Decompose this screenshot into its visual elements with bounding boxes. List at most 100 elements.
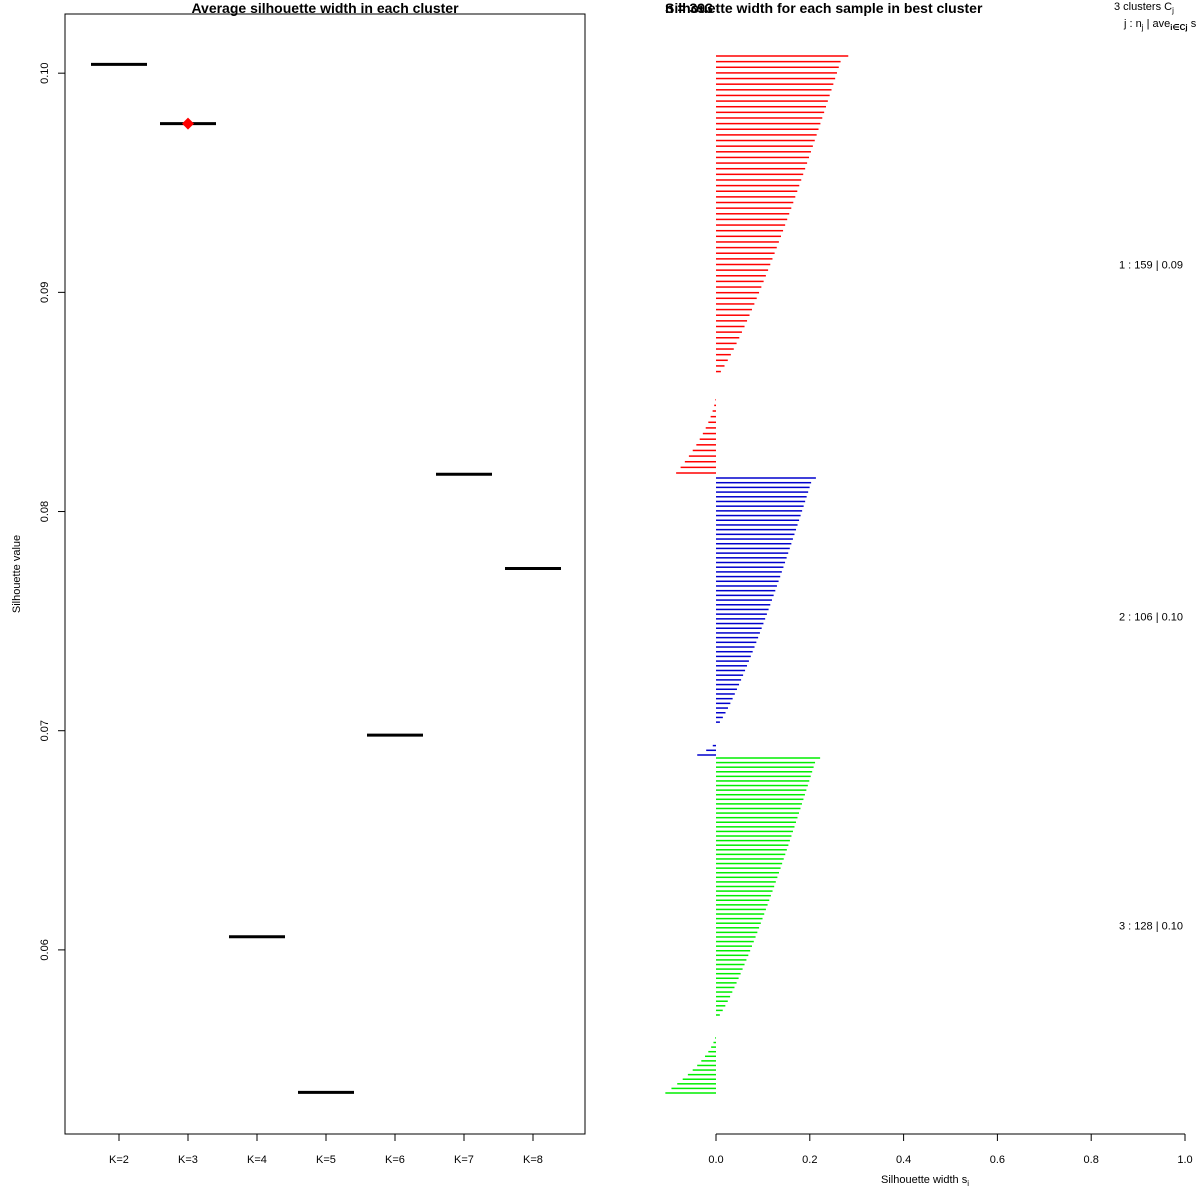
left-y-tick-label-4: 0.10 — [39, 62, 51, 83]
cluster-1-bar — [716, 100, 828, 102]
cluster-1-bar — [716, 179, 802, 181]
left-plot-frame — [64, 13, 586, 1135]
cluster-3-bar — [716, 936, 756, 938]
cluster-3-bar — [713, 1041, 716, 1044]
cluster-2-bar — [716, 519, 800, 522]
cluster-1-bar — [716, 269, 769, 271]
cluster-3-bar — [708, 1050, 716, 1053]
right-x-axis-label-sub: i — [967, 1179, 969, 1188]
cluster-3-bar — [705, 1055, 716, 1058]
cluster-3-bar — [716, 908, 766, 911]
cluster-3-bar — [716, 839, 790, 842]
cluster-2-bar — [716, 613, 767, 615]
cluster-2-bar — [716, 533, 795, 536]
cluster-3-bar — [716, 986, 735, 989]
left-chart-title: Average silhouette width in each cluster — [191, 0, 459, 16]
cluster-2-bar — [716, 486, 810, 489]
cluster-1-bar — [716, 139, 815, 142]
right-panel: n = 393 Silhouette width for each sample… — [665, 0, 1197, 1188]
left-x-axis: K=2 K=3 K=4 K=5 K=6 K=7 K=8 — [109, 1134, 543, 1166]
cluster-3-bar — [716, 894, 771, 897]
cluster-3-bar — [716, 803, 802, 805]
cluster-3-bar — [716, 871, 779, 874]
cluster-label-2: 2 : 106 | 0.10 — [1119, 612, 1183, 624]
cluster-1-bar — [716, 201, 794, 204]
left-y-tick-label-0: 0.06 — [39, 939, 51, 960]
cluster-3-bar — [701, 1060, 716, 1062]
cluster-2-bar — [716, 608, 769, 611]
cluster-2-bar — [716, 693, 735, 695]
cluster-3-bar — [716, 949, 751, 952]
cluster-1-bar — [715, 398, 716, 401]
cluster-2-bar — [716, 547, 790, 550]
best-k-marker — [182, 117, 194, 130]
cluster-1-bar — [716, 275, 766, 277]
cluster-3-bar — [716, 1000, 728, 1002]
left-x-tick-label-2: K=4 — [247, 1154, 267, 1166]
cluster-1-bar — [710, 415, 716, 418]
cluster-3-bar — [665, 1092, 716, 1094]
cluster-1-bar — [716, 320, 748, 322]
cluster-2-bar — [716, 571, 782, 573]
cluster-3-bar — [716, 816, 798, 819]
cluster-3-bar — [716, 885, 775, 888]
cluster-1-bar — [716, 280, 764, 283]
left-x-tick-label-6: K=8 — [523, 1154, 543, 1166]
cluster-3-bar — [716, 858, 784, 860]
left-x-tick-label-0: K=2 — [109, 1154, 129, 1166]
cluster-2-bar — [716, 599, 772, 601]
cluster-3-bar — [715, 1037, 716, 1039]
left-x-tick-label-1: K=3 — [178, 1154, 198, 1166]
cluster-1-bar — [699, 438, 716, 440]
cluster-1-bar — [716, 111, 825, 114]
cluster-1-bar — [705, 427, 716, 429]
cluster-3-bar — [716, 904, 768, 906]
cluster-3-bar — [716, 972, 741, 975]
cluster-3-bar — [716, 995, 731, 998]
cluster-1-bar — [716, 66, 839, 69]
left-y-axis: 0.06 0.07 0.08 0.09 0.10 — [39, 62, 65, 961]
cluster-3-bar — [716, 867, 781, 869]
cluster-1-bar — [716, 286, 762, 288]
cluster-2-bar — [716, 711, 726, 714]
cluster-1-bar — [716, 331, 742, 333]
cluster-1-bar — [716, 77, 836, 80]
cluster-3-bar — [716, 771, 813, 773]
left-y-axis-label: Silhouette value — [11, 535, 23, 613]
clusters-header-line1: 3 clusters Cj — [1114, 1, 1174, 15]
cluster-2-bar — [716, 669, 746, 672]
cluster-3-bar — [716, 761, 816, 764]
cluster-1-bar — [716, 184, 800, 187]
cluster-2-bar — [716, 618, 766, 620]
cluster-2-bar — [716, 510, 803, 512]
cluster-3-bar — [677, 1083, 716, 1085]
cluster-1-bar — [716, 325, 745, 328]
cluster-label-1: 1 : 159 | 0.09 — [1119, 260, 1183, 272]
cluster-3-bar — [716, 844, 789, 846]
cluster-2-bar — [716, 542, 792, 545]
cluster-3-bar — [711, 1046, 716, 1048]
cluster-2-bar — [716, 552, 789, 554]
cluster-2-bar — [716, 707, 728, 709]
cluster-1-bar — [716, 314, 750, 316]
cluster-2-bar — [716, 575, 781, 578]
right-x-tick-label-3: 0.6 — [990, 1154, 1005, 1166]
cluster-3-bar — [716, 830, 793, 833]
cluster-2-bar — [716, 641, 757, 644]
cluster-1-bar — [716, 348, 734, 350]
cluster-3-bar — [716, 917, 763, 920]
cluster-3-bar — [716, 931, 758, 934]
cluster-3-bar — [716, 940, 754, 943]
cluster-2-bar — [716, 589, 776, 592]
cluster-3-bar — [716, 849, 787, 851]
cluster-3-bar — [716, 876, 778, 879]
cluster-1-bar — [684, 460, 716, 463]
cluster-2-bar — [716, 697, 733, 700]
cluster-1-bar — [716, 151, 811, 153]
clusters-header-text: 3 clusters C — [1114, 1, 1172, 13]
cluster-2-bar — [716, 524, 798, 526]
cluster-3-bar — [716, 826, 795, 828]
cluster-3-bar — [716, 991, 733, 993]
cluster-3-bar — [716, 982, 737, 984]
cluster-1-bar — [716, 122, 821, 125]
